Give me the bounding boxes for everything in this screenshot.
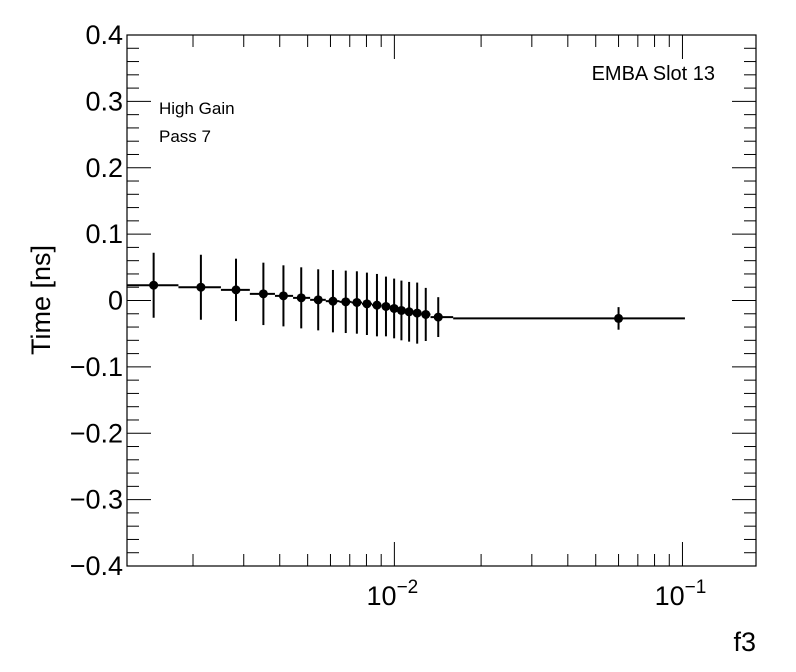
- data-point: [412, 308, 422, 318]
- data-point: [296, 293, 306, 303]
- slot-annotation: EMBA Slot 13: [592, 63, 715, 85]
- y-tick-label: −0.3: [70, 485, 123, 515]
- data-point: [341, 297, 351, 307]
- data-point: [149, 280, 159, 290]
- x-tick-label: 10−1: [655, 577, 707, 611]
- data-point: [614, 313, 624, 323]
- data-point: [313, 295, 323, 305]
- data-point: [231, 285, 241, 295]
- gain-annotation: High Gain: [159, 99, 235, 118]
- data-point: [362, 299, 372, 309]
- data-point: [258, 289, 268, 299]
- y-axis-title: Time [ns]: [26, 245, 56, 355]
- y-tick-label: 0.3: [85, 86, 123, 116]
- data-point: [328, 296, 338, 306]
- data-point: [396, 305, 406, 315]
- data-point: [372, 300, 382, 310]
- pass-annotation: Pass 7: [159, 127, 211, 146]
- y-tick-label: −0.4: [70, 551, 123, 581]
- y-tick-label: 0.2: [85, 153, 123, 183]
- axis-ticks: [127, 34, 756, 567]
- tick-labels: 0.4 0.3 0.2 0.1 0 −0.1 −0.2 −0.3 −0.4 10−2 10−1: [70, 20, 707, 611]
- data-point: [433, 312, 443, 322]
- x-tick-label: 10−2: [367, 577, 419, 611]
- data-point: [278, 291, 288, 301]
- y-tick-label: −0.2: [70, 418, 123, 448]
- data-points: [127, 252, 685, 344]
- data-point: [352, 297, 362, 307]
- data-point: [404, 307, 414, 317]
- y-tick-label: −0.1: [70, 352, 123, 382]
- data-point: [381, 301, 391, 311]
- y-tick-label: 0.4: [85, 20, 123, 50]
- y-tick-label: 0.1: [85, 219, 123, 249]
- data-point: [196, 282, 206, 292]
- data-point: [421, 309, 431, 319]
- x-axis-title: f3: [733, 627, 756, 657]
- data-point: [389, 303, 399, 313]
- y-tick-label: 0: [108, 286, 123, 316]
